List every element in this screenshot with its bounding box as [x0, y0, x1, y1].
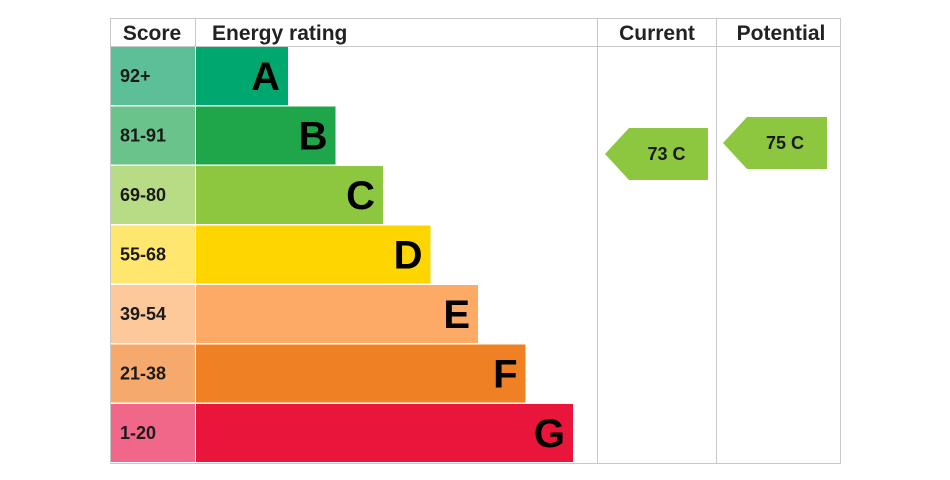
band-letter-c: C [346, 174, 375, 218]
band-letter-b: B [299, 115, 328, 159]
rating-arrows: 73 C 75 C [605, 117, 827, 180]
score-cell-d [111, 225, 195, 284]
chart-frame [110, 18, 841, 464]
score-cell-a [111, 47, 195, 105]
score-cell-c [111, 166, 195, 224]
header-energy-rating: Energy rating [212, 22, 347, 45]
header-current: Current [619, 22, 695, 45]
rating-bands: 92+ A 81-91 B 69-80 C 55-68 D 39-54 E 21-38 F 1-20 G [111, 47, 573, 462]
band-bar-d [196, 225, 431, 284]
band-letter-e: E [443, 293, 470, 337]
score-cell-g [111, 404, 195, 462]
band-letter-g: G [534, 412, 565, 456]
score-range-g: 1-20 [120, 423, 156, 443]
band-letter-d: D [394, 234, 423, 278]
potential-rating-label: 75 C [766, 133, 804, 153]
score-range-f: 21-38 [120, 364, 166, 384]
current-arrow [605, 128, 708, 180]
band-bar-b [196, 106, 336, 165]
band-bar-c [196, 166, 383, 224]
band-bar-a [196, 47, 288, 105]
potential-arrow [723, 117, 827, 169]
current-rating-label: 73 C [647, 144, 685, 164]
score-range-b: 81-91 [120, 126, 166, 146]
band-bar-e [196, 285, 478, 343]
band-bar-f [196, 344, 526, 403]
score-range-c: 69-80 [120, 185, 166, 205]
band-bar-g [196, 404, 573, 462]
score-range-a: 92+ [120, 66, 151, 86]
score-cell-e [111, 285, 195, 343]
score-range-d: 55-68 [120, 245, 166, 265]
header-potential: Potential [737, 22, 826, 45]
score-range-e: 39-54 [120, 304, 166, 324]
band-letter-f: F [493, 353, 517, 397]
score-cell-f [111, 344, 195, 403]
header-score: Score [123, 22, 181, 45]
score-cell-b [111, 106, 195, 165]
band-letter-a: A [251, 55, 280, 99]
